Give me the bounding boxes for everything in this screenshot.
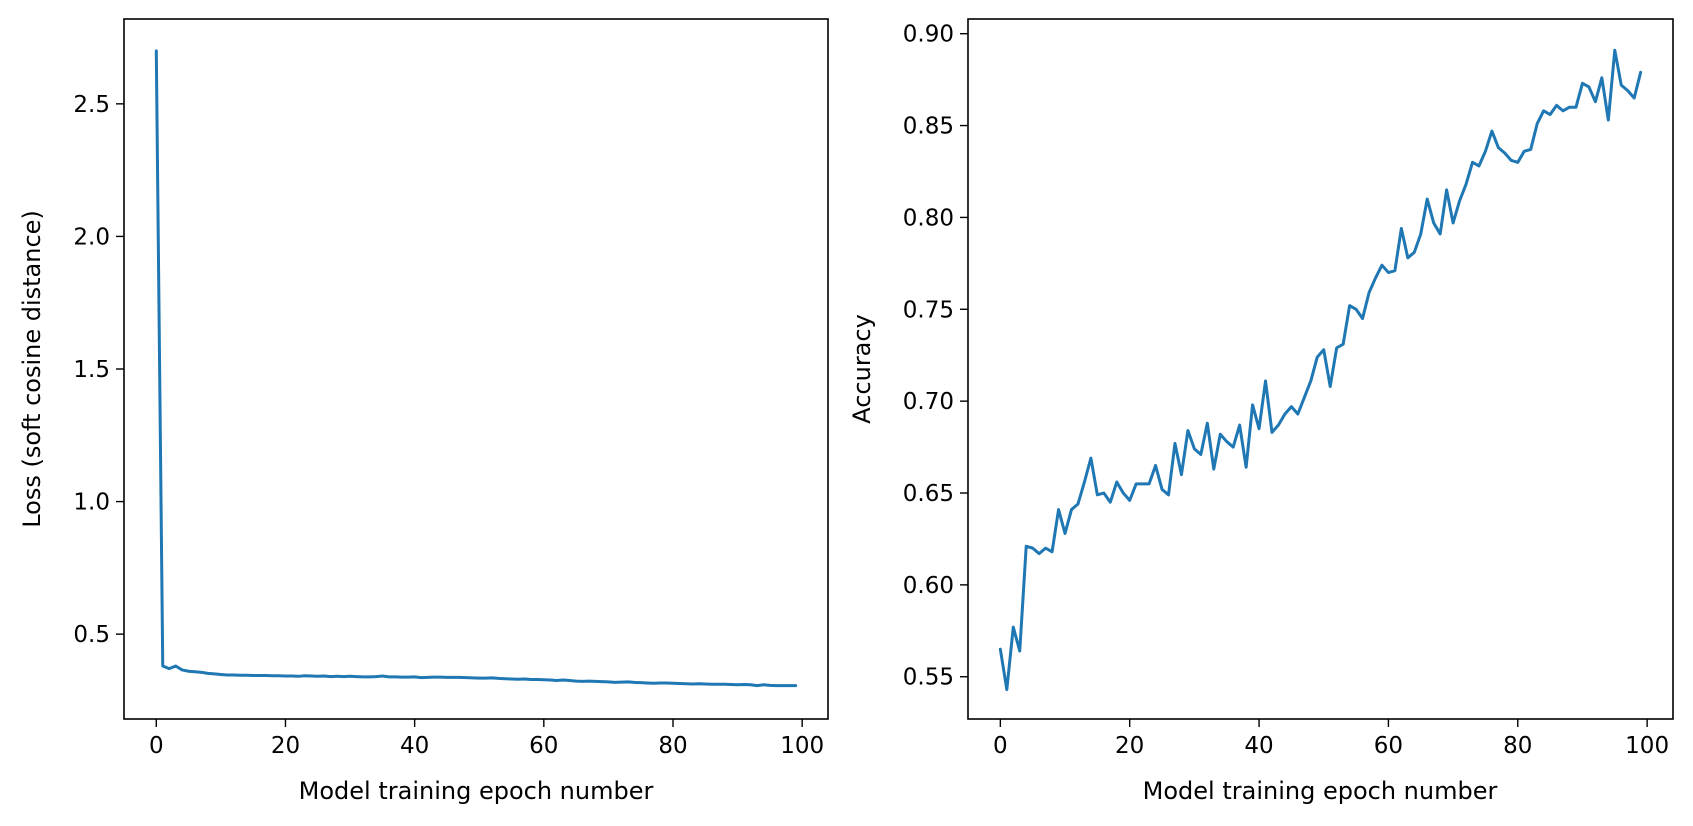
accuracy-x-tick: 0 (993, 719, 1008, 759)
loss-y-axis-label: Loss (soft cosine distance) (18, 210, 46, 528)
accuracy-x-tick: 100 (1625, 719, 1669, 759)
accuracy-x-tick: 20 (1115, 719, 1144, 759)
accuracy-x-axis-label: Model training epoch number (1143, 777, 1498, 805)
loss-x-tick: 60 (529, 719, 558, 759)
accuracy-x-tick-label: 100 (1625, 733, 1669, 759)
accuracy-y-tick: 0.70 (903, 389, 968, 415)
loss-x-tick-label: 80 (658, 733, 687, 759)
loss-y-tick: 2.5 (73, 92, 124, 118)
loss-series-line (154, 49, 798, 688)
accuracy-y-tick-label: 0.70 (903, 389, 954, 415)
loss-x-ticks: 0 20 40 60 80 100 (149, 719, 824, 759)
accuracy-y-tick: 0.90 (903, 22, 968, 48)
accuracy-y-tick: 0.65 (903, 481, 968, 507)
accuracy-y-tick-label: 0.90 (903, 22, 954, 48)
loss-y-tick: 0.5 (73, 622, 124, 648)
loss-x-tick-label: 40 (400, 733, 429, 759)
accuracy-y-tick: 0.80 (903, 205, 968, 231)
accuracy-x-tick-label: 20 (1115, 733, 1144, 759)
loss-chart-panel: 0 20 40 60 80 100 0.5 1.0 1.5 2.0 2.5 Model train… (18, 18, 829, 805)
loss-y-tick: 1.0 (73, 490, 124, 516)
accuracy-y-tick: 0.85 (903, 114, 968, 140)
accuracy-x-tick-label: 0 (993, 733, 1008, 759)
loss-x-tick-label: 20 (271, 733, 300, 759)
accuracy-y-tick-label: 0.65 (903, 481, 954, 507)
accuracy-y-tick-label: 0.60 (903, 573, 954, 599)
loss-x-tick-label: 0 (149, 733, 164, 759)
loss-x-tick-label: 60 (529, 733, 558, 759)
loss-x-axis-label: Model training epoch number (299, 777, 654, 805)
accuracy-y-ticks: 0.55 0.60 0.65 0.70 0.75 0.80 0.85 0.90 (903, 22, 968, 691)
accuracy-x-tick-label: 60 (1374, 733, 1403, 759)
accuracy-y-tick-label: 0.85 (903, 114, 954, 140)
loss-y-ticks: 0.5 1.0 1.5 2.0 2.5 (73, 92, 124, 648)
accuracy-series-line (998, 48, 1643, 692)
loss-x-tick: 80 (658, 719, 688, 759)
accuracy-y-axis-label: Accuracy (848, 314, 876, 424)
accuracy-x-tick-label: 40 (1244, 733, 1273, 759)
accuracy-x-tick-label: 80 (1503, 733, 1532, 759)
accuracy-x-ticks: 0 20 40 60 80 100 (993, 719, 1669, 759)
loss-x-tick: 40 (400, 719, 429, 759)
loss-y-tick-label: 1.5 (73, 357, 110, 383)
loss-y-tick-label: 2.0 (73, 224, 110, 250)
loss-x-tick: 20 (271, 719, 300, 759)
accuracy-x-tick: 40 (1244, 719, 1274, 759)
accuracy-chart-panel: 0 20 40 60 80 100 0.55 0.60 0.65 0.70 0.75 0.80 0.8… (848, 18, 1674, 805)
accuracy-y-tick: 0.60 (903, 573, 968, 599)
accuracy-y-tick-label: 0.55 (903, 665, 954, 691)
accuracy-y-tick-label: 0.75 (903, 297, 954, 323)
loss-y-tick-label: 2.5 (73, 92, 110, 118)
accuracy-y-tick-label: 0.80 (903, 205, 954, 231)
loss-y-tick-label: 1.0 (73, 490, 110, 516)
accuracy-plot-frame (967, 18, 1674, 720)
accuracy-y-tick: 0.55 (903, 665, 968, 691)
accuracy-x-tick: 60 (1374, 719, 1403, 759)
loss-y-tick: 1.5 (73, 357, 124, 383)
accuracy-x-tick: 80 (1503, 719, 1532, 759)
loss-y-tick: 2.0 (73, 224, 124, 250)
loss-x-tick: 100 (780, 719, 824, 759)
loss-y-tick-label: 0.5 (73, 622, 110, 648)
accuracy-y-tick: 0.75 (903, 297, 968, 323)
loss-x-tick: 0 (149, 719, 164, 759)
loss-x-tick-label: 100 (780, 733, 824, 759)
